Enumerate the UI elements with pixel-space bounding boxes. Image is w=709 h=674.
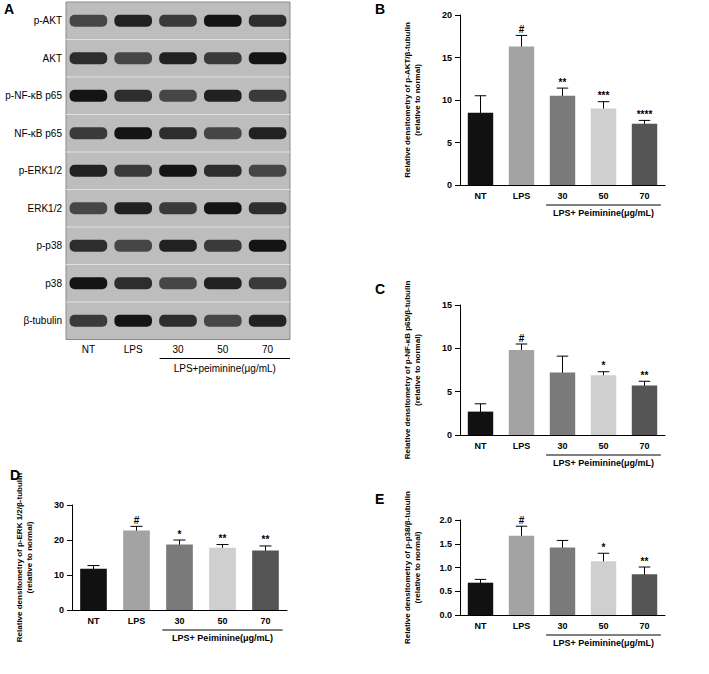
svg-text:70: 70 (260, 616, 270, 626)
svg-text:p-ERK1/2: p-ERK1/2 (19, 165, 63, 176)
svg-text:***: *** (598, 90, 610, 101)
svg-text:70: 70 (639, 621, 649, 631)
svg-text:30: 30 (557, 621, 567, 631)
svg-text:50: 50 (217, 344, 229, 355)
svg-text:(relative to normal): (relative to normal) (413, 334, 422, 406)
svg-text:NT: NT (475, 191, 487, 201)
svg-text:p-NF-κB p65: p-NF-κB p65 (5, 90, 62, 101)
svg-text:0: 0 (447, 430, 452, 440)
svg-text:#: # (519, 333, 525, 344)
svg-text:p-p38: p-p38 (36, 240, 62, 251)
svg-text:**: ** (219, 533, 227, 544)
svg-text:A: A (4, 1, 14, 17)
svg-text:#: # (519, 515, 525, 526)
svg-text:0.0: 0.0 (439, 610, 452, 620)
svg-text:LPS+ Peiminine(μg/mL): LPS+ Peiminine(μg/mL) (172, 633, 273, 643)
svg-text:β-tubulin: β-tubulin (23, 315, 62, 326)
svg-text:B: B (375, 1, 385, 17)
svg-text:ERK1/2: ERK1/2 (28, 203, 63, 214)
svg-text:LPS: LPS (513, 191, 531, 201)
svg-text:30: 30 (174, 616, 184, 626)
svg-text:20: 20 (442, 10, 452, 20)
svg-text:70: 70 (639, 441, 649, 451)
svg-text:30: 30 (54, 500, 64, 510)
svg-text:10: 10 (442, 343, 452, 353)
svg-text:NT: NT (88, 616, 100, 626)
svg-text:20: 20 (54, 535, 64, 545)
svg-text:30: 30 (172, 344, 184, 355)
svg-text:50: 50 (598, 621, 608, 631)
svg-text:30: 30 (557, 191, 567, 201)
svg-text:*: * (178, 529, 182, 540)
svg-text:LPS+ Peiminine(μg/mL): LPS+ Peiminine(μg/mL) (553, 458, 654, 468)
svg-text:**: ** (559, 77, 567, 88)
svg-text:(relative to normal): (relative to normal) (25, 521, 34, 593)
svg-text:2.0: 2.0 (439, 515, 452, 525)
svg-text:30: 30 (557, 441, 567, 451)
svg-text:LPS: LPS (124, 344, 143, 355)
svg-text:10: 10 (442, 95, 452, 105)
svg-text:LPS+ Peiminine(μg/mL): LPS+ Peiminine(μg/mL) (553, 208, 654, 218)
svg-text:LPS: LPS (513, 441, 531, 451)
svg-text:*: * (602, 360, 606, 371)
svg-text:****: **** (637, 109, 653, 120)
svg-text:5: 5 (447, 138, 452, 148)
svg-text:Relative densitometry of p-ERK: Relative densitometry of p-ERK 1/2/β-tub… (15, 473, 24, 642)
svg-text:LPS: LPS (128, 616, 146, 626)
svg-text:Relative densitometry of p-p38: Relative densitometry of p-p38/β-tubulin (403, 491, 412, 644)
svg-text:NF-κB p65: NF-κB p65 (14, 128, 62, 139)
svg-text:10: 10 (54, 570, 64, 580)
svg-text:5: 5 (447, 387, 452, 397)
svg-text:50: 50 (598, 191, 608, 201)
svg-text:0: 0 (447, 180, 452, 190)
svg-text:0: 0 (59, 605, 64, 615)
svg-text:1.5: 1.5 (439, 539, 452, 549)
svg-text:70: 70 (262, 344, 274, 355)
svg-text:LPS+peiminine(μg/mL): LPS+peiminine(μg/mL) (174, 363, 276, 374)
svg-text:50: 50 (598, 441, 608, 451)
svg-text:**: ** (641, 556, 649, 567)
svg-text:**: ** (262, 534, 270, 545)
svg-text:AKT: AKT (43, 53, 62, 64)
svg-text:Relative densitometry of p-AKT: Relative densitometry of p-AKT/β-tubulin (403, 22, 412, 178)
svg-text:#: # (134, 515, 140, 526)
svg-text:NT: NT (475, 621, 487, 631)
svg-text:0.5: 0.5 (439, 586, 452, 596)
svg-text:50: 50 (217, 616, 227, 626)
svg-text:#: # (519, 24, 525, 35)
svg-text:(relative to normal): (relative to normal) (413, 531, 422, 603)
svg-text:E: E (375, 491, 384, 507)
svg-text:70: 70 (639, 191, 649, 201)
svg-text:NT: NT (475, 441, 487, 451)
svg-text:LPS+ Peiminine(μg/mL): LPS+ Peiminine(μg/mL) (553, 638, 654, 648)
svg-text:15: 15 (442, 300, 452, 310)
svg-text:(relative to normal): (relative to normal) (413, 64, 422, 136)
svg-text:1.0: 1.0 (439, 563, 452, 573)
svg-text:p-AKT: p-AKT (34, 15, 62, 26)
svg-text:p38: p38 (45, 278, 62, 289)
svg-text:NT: NT (82, 344, 95, 355)
svg-text:LPS: LPS (513, 621, 531, 631)
svg-text:**: ** (641, 370, 649, 381)
svg-text:C: C (375, 281, 385, 297)
svg-text:*: * (602, 542, 606, 553)
svg-text:15: 15 (442, 53, 452, 63)
svg-text:Relative densitometry of p-NF-: Relative densitometry of p-NF-κB p65/β-t… (403, 281, 412, 460)
